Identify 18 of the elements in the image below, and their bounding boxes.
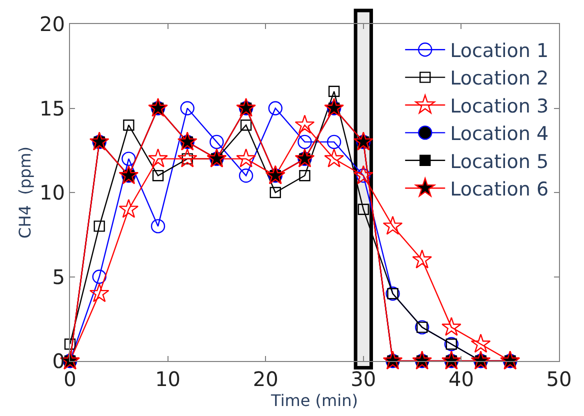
- legend-label: Location 5: [450, 150, 549, 173]
- x-tick-label: 50: [546, 367, 572, 391]
- y-tick-label: 10: [40, 180, 65, 204]
- x-tick-label: 30: [350, 367, 376, 391]
- x-tick-label: 40: [448, 367, 474, 391]
- legend-label: Location 6: [450, 178, 549, 200]
- legend-label: Location 1: [450, 40, 549, 62]
- x-tick-label: 20: [252, 367, 278, 391]
- y-tick-label: 15: [40, 96, 65, 120]
- y-tick-label: 20: [40, 12, 65, 36]
- legend-label: Location 3: [450, 95, 549, 118]
- legend-label: Location 4: [450, 123, 549, 146]
- legend-label: Location 2: [450, 68, 549, 90]
- x-tick-label: 10: [155, 367, 181, 391]
- y-axis-title: CH4 (ppm): [15, 146, 34, 238]
- x-axis-title: Time (min): [270, 391, 358, 410]
- y-tick-label: 5: [52, 264, 65, 289]
- y-tick-label: 0: [52, 349, 65, 373]
